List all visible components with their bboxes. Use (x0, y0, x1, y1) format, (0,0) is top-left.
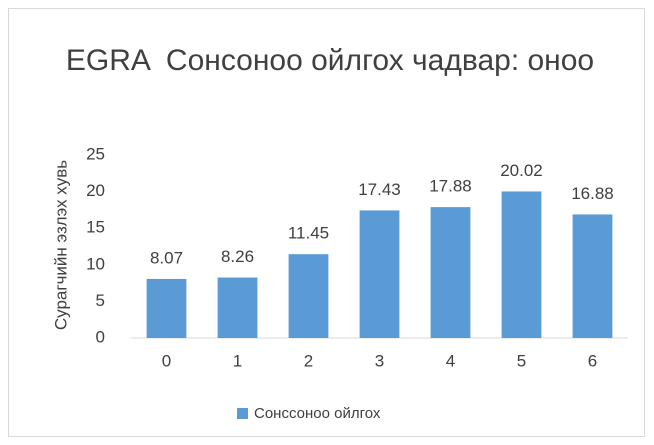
bar (430, 207, 471, 338)
data-label: 16.88 (571, 184, 614, 203)
y-tick-label: 5 (96, 291, 105, 310)
y-tick-label: 25 (86, 144, 105, 163)
x-tick-label: 6 (588, 351, 597, 370)
bar (288, 254, 329, 338)
y-tick-label: 20 (86, 181, 105, 200)
bar (501, 191, 542, 338)
chart-title: EGRA Сонсоноо ойлгох чадвар: оноо (65, 44, 595, 77)
data-label: 17.88 (429, 177, 472, 196)
bar (572, 214, 613, 338)
legend-swatch (237, 408, 248, 419)
x-tick-label: 4 (446, 351, 455, 370)
bar (217, 277, 258, 338)
y-tick-label: 10 (86, 254, 105, 273)
x-tick-label: 1 (233, 351, 242, 370)
y-tick-label: 0 (96, 327, 105, 346)
bar (146, 278, 187, 338)
data-label: 20.02 (500, 161, 543, 180)
data-label: 17.43 (358, 180, 401, 199)
data-label: 8.07 (150, 248, 183, 267)
data-label: 11.45 (288, 224, 329, 243)
y-axis-label: Сурагчийн эзлэх хувь (51, 160, 70, 330)
y-tick-label: 15 (86, 218, 105, 237)
x-tick-label: 0 (162, 351, 171, 370)
bar (359, 210, 400, 338)
x-tick-label: 3 (375, 351, 384, 370)
x-tick-label: 2 (304, 351, 313, 370)
legend-label: Сонссоноо ойлгох (254, 405, 381, 422)
x-tick-label: 5 (517, 351, 526, 370)
data-label: 8.26 (221, 247, 254, 266)
